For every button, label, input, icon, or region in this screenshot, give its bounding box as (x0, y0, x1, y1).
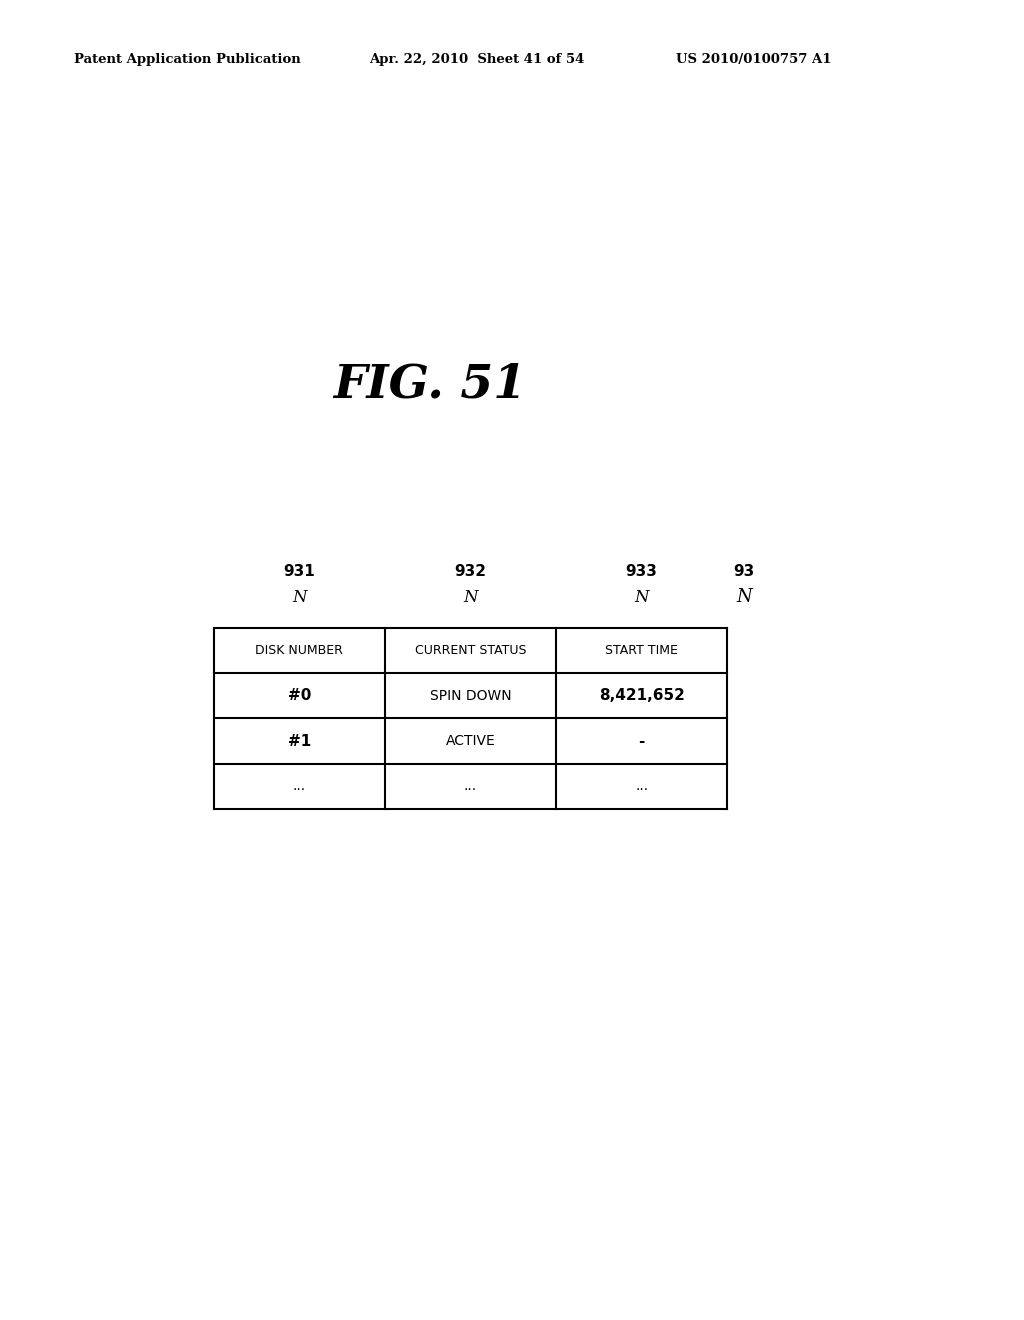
Text: ...: ... (464, 779, 477, 793)
Text: START TIME: START TIME (605, 644, 678, 657)
Text: ...: ... (635, 779, 648, 793)
Text: #0: #0 (288, 688, 311, 704)
Text: N: N (634, 589, 649, 606)
Text: N: N (292, 589, 306, 606)
Text: 93: 93 (733, 564, 755, 579)
Text: Apr. 22, 2010  Sheet 41 of 54: Apr. 22, 2010 Sheet 41 of 54 (369, 53, 584, 66)
Text: #1: #1 (288, 734, 311, 748)
Text: FIG. 51: FIG. 51 (334, 362, 526, 408)
Text: CURRENT STATUS: CURRENT STATUS (415, 644, 526, 657)
Text: ...: ... (293, 779, 306, 793)
Text: 8,421,652: 8,421,652 (599, 688, 684, 704)
Text: US 2010/0100757 A1: US 2010/0100757 A1 (676, 53, 831, 66)
Text: 933: 933 (626, 564, 657, 579)
Text: Patent Application Publication: Patent Application Publication (74, 53, 300, 66)
Text: N: N (463, 589, 477, 606)
Text: 932: 932 (455, 564, 486, 579)
Text: -: - (638, 734, 645, 748)
Text: SPIN DOWN: SPIN DOWN (430, 689, 511, 702)
Text: N: N (736, 587, 753, 606)
Text: 931: 931 (284, 564, 315, 579)
Text: DISK NUMBER: DISK NUMBER (255, 644, 343, 657)
Text: ACTIVE: ACTIVE (445, 734, 496, 748)
